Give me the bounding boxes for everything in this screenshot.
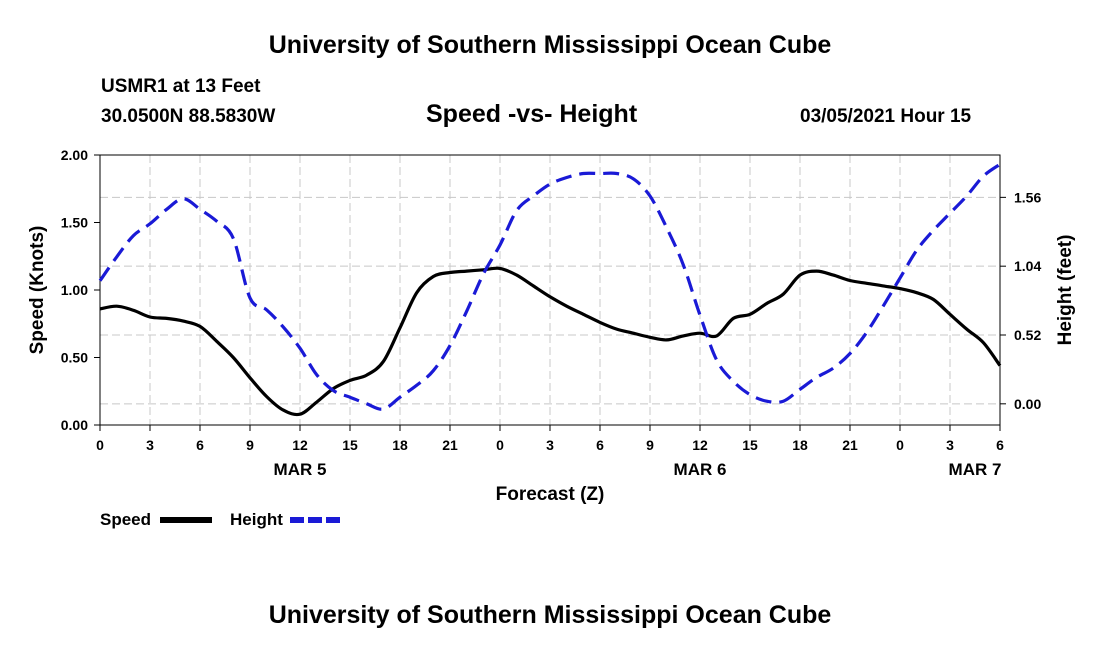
- x-tick-label: 21: [442, 437, 458, 453]
- x-tick-label: 3: [546, 437, 554, 453]
- x-tick-label: 12: [292, 437, 308, 453]
- y-left-tick-label: 2.00: [61, 147, 88, 163]
- y-left-tick-label: 1.50: [61, 215, 88, 231]
- chart-subtitle: Speed -vs- Height: [426, 100, 638, 128]
- y-right-tick-label: 0.00: [1014, 396, 1041, 412]
- grid: [99, 155, 1001, 425]
- y-right-tick-label: 0.52: [1014, 327, 1041, 343]
- x-tick-label: 21: [842, 437, 858, 453]
- legend-label-speed: Speed: [100, 510, 151, 529]
- x-tick-label: 15: [342, 437, 358, 453]
- x-tick-label: 0: [496, 437, 504, 453]
- station-label: USMR1 at 13 Feet: [101, 76, 261, 97]
- coordinates-label: 30.0500N 88.5830W: [101, 106, 276, 127]
- x-tick-label: 12: [692, 437, 708, 453]
- x-tick-label: 3: [146, 437, 154, 453]
- date-label: MAR 5: [274, 460, 327, 479]
- datetime-label: 03/05/2021 Hour 15: [800, 106, 972, 127]
- legend: Speed Height: [100, 510, 342, 529]
- x-axis-label: Forecast (Z): [496, 484, 605, 505]
- x-tick-label: 6: [196, 437, 204, 453]
- x-tick-label: 18: [392, 437, 408, 453]
- x-tick-label: 9: [646, 437, 654, 453]
- series: [98, 162, 1002, 417]
- y-right-tick-label: 1.04: [1014, 258, 1041, 274]
- height-series-line: [98, 162, 1001, 411]
- chart-title: University of Southern Mississippi Ocean…: [268, 31, 832, 59]
- y-left-tick-label: 0.00: [61, 417, 88, 433]
- date-label: MAR 6: [674, 460, 727, 479]
- date-label: MAR 7: [949, 460, 1002, 479]
- x-tick-label: 6: [596, 437, 604, 453]
- x-tick-label: 0: [896, 437, 904, 453]
- y-axis-left-label: Speed (Knots): [27, 226, 48, 355]
- x-tick-label: 15: [742, 437, 758, 453]
- ticks: 0 3 6 9 12 15 18 21 0 3 6 9 12 15 18 21 0 3 6 0.00 0.52 1.04 1…: [61, 147, 1042, 479]
- x-tick-label: 9: [246, 437, 254, 453]
- x-tick-label: 0: [96, 437, 104, 453]
- x-tick-label: 6: [996, 437, 1004, 453]
- y-left-tick-label: 0.50: [61, 350, 88, 366]
- footer-title: University of Southern Mississippi Ocean…: [268, 601, 832, 629]
- legend-label-height: Height: [230, 510, 283, 529]
- y-left-tick-label: 1.00: [61, 282, 88, 298]
- x-tick-label: 3: [946, 437, 954, 453]
- y-axis-right-label: Height (feet): [1055, 235, 1076, 346]
- speed-series-line: [99, 266, 1002, 417]
- y-right-tick-label: 1.56: [1014, 189, 1041, 205]
- x-tick-label: 18: [792, 437, 808, 453]
